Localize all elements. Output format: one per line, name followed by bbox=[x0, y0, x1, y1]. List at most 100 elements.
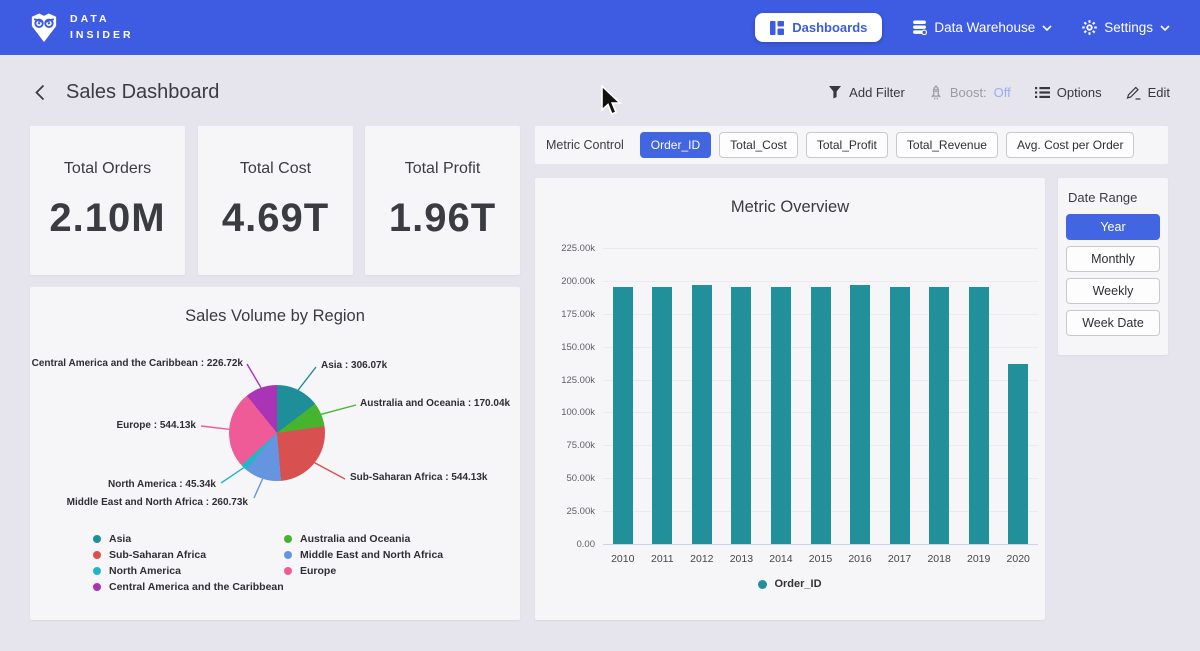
legend-label: Australia and Oceania bbox=[300, 533, 410, 545]
metric-overview-panel: Metric Overview 0.0025.00k50.00k75.00k10… bbox=[535, 178, 1045, 620]
back-button[interactable] bbox=[30, 82, 50, 103]
date-option-week-date[interactable]: Week Date bbox=[1066, 310, 1160, 336]
owl-logo-icon bbox=[30, 12, 58, 43]
pencil-icon bbox=[1126, 85, 1141, 100]
metric-option-total-cost[interactable]: Total_Cost bbox=[719, 132, 798, 158]
chevron-down-icon bbox=[1042, 24, 1052, 32]
page-title: Sales Dashboard bbox=[66, 81, 219, 104]
legend-label: Central America and the Caribbean bbox=[109, 581, 284, 593]
date-option-weekly[interactable]: Weekly bbox=[1066, 278, 1160, 304]
chevron-down-icon bbox=[1160, 24, 1170, 32]
date-range-panel: Date Range Year Monthly Weekly Week Date bbox=[1058, 178, 1168, 355]
y-axis-tick: 75.00k bbox=[535, 440, 595, 451]
legend-label: Asia bbox=[109, 533, 131, 545]
legend-dot bbox=[758, 580, 767, 589]
pie-legend-north-america[interactable]: North America bbox=[93, 565, 181, 577]
legend-label: Middle East and North Africa bbox=[300, 549, 443, 561]
pie-callout-central-america-and-the-caribbean: Central America and the Caribbean : 226.… bbox=[32, 358, 243, 369]
metric-buttons: Order_ID Total_Cost Total_Profit Total_Reve… bbox=[640, 132, 1135, 158]
bar-2018[interactable] bbox=[929, 287, 949, 544]
date-range-label: Date Range bbox=[1068, 190, 1160, 205]
brand-logo[interactable]: DATA INSIDER bbox=[30, 12, 134, 44]
y-axis-tick: 25.00k bbox=[535, 506, 595, 517]
pie-legend-central-america-and-the-caribbean[interactable]: Central America and the Caribbean bbox=[93, 581, 284, 593]
data-warehouse-label: Data Warehouse bbox=[934, 20, 1035, 35]
pie-legend-australia-and-oceania[interactable]: Australia and Oceania bbox=[284, 533, 410, 545]
legend-dot bbox=[284, 551, 292, 559]
app-screen: DATA INSIDER Dashboards D bbox=[0, 0, 1200, 651]
gear-icon bbox=[1082, 20, 1097, 35]
x-axis-tick: 2014 bbox=[761, 553, 801, 565]
options-button[interactable]: Options bbox=[1035, 85, 1102, 100]
bar-2011[interactable] bbox=[652, 287, 672, 544]
kpi-value: 2.10M bbox=[49, 196, 165, 241]
bar-2012[interactable] bbox=[692, 285, 712, 544]
y-axis-tick: 200.00k bbox=[535, 276, 595, 287]
metric-control-strip: Metric Control Order_ID Total_Cost Total_P… bbox=[535, 126, 1168, 164]
gridline bbox=[603, 248, 1038, 249]
boost-state: Off bbox=[994, 85, 1011, 100]
edit-button[interactable]: Edit bbox=[1126, 85, 1170, 100]
bar-chart-legend[interactable]: Order_ID bbox=[535, 578, 1045, 590]
database-icon bbox=[912, 20, 927, 35]
x-axis-tick: 2012 bbox=[682, 553, 722, 565]
back-chevron-icon bbox=[34, 84, 46, 101]
kpi-card-total-cost: Total Cost 4.69T bbox=[198, 126, 353, 275]
data-warehouse-menu[interactable]: Data Warehouse bbox=[912, 20, 1052, 35]
x-axis-tick: 2010 bbox=[603, 553, 643, 565]
bar-2015[interactable] bbox=[811, 287, 831, 544]
bar-2020[interactable] bbox=[1008, 364, 1028, 544]
bar-2013[interactable] bbox=[731, 287, 751, 544]
x-axis-tick: 2019 bbox=[959, 553, 999, 565]
legend-dot bbox=[93, 583, 101, 591]
dashboards-button[interactable]: Dashboards bbox=[755, 13, 882, 42]
top-nav-menu: Dashboards Data Warehouse bbox=[755, 13, 1170, 42]
boost-toggle[interactable]: Boost: Off bbox=[929, 85, 1011, 100]
metric-option-total-revenue[interactable]: Total_Revenue bbox=[896, 132, 998, 158]
kpi-value: 1.96T bbox=[389, 196, 496, 241]
legend-dot bbox=[284, 535, 292, 543]
metric-option-total-profit[interactable]: Total_Profit bbox=[806, 132, 888, 158]
filter-icon bbox=[828, 85, 842, 99]
add-filter-button[interactable]: Add Filter bbox=[828, 85, 905, 100]
pie-legend-middle-east-and-north-africa[interactable]: Middle East and North Africa bbox=[284, 549, 443, 561]
bar-2016[interactable] bbox=[850, 285, 870, 544]
legend-dot bbox=[93, 567, 101, 575]
pie-callout-north-america: North America : 45.34k bbox=[108, 479, 216, 490]
y-axis-tick: 150.00k bbox=[535, 342, 595, 353]
dashboards-label: Dashboards bbox=[792, 20, 867, 35]
legend-dot bbox=[93, 535, 101, 543]
x-axis-tick: 2011 bbox=[643, 553, 683, 565]
x-axis-tick: 2015 bbox=[801, 553, 841, 565]
sales-volume-panel: Sales Volume by Region Asia : 306.07kAus… bbox=[30, 287, 520, 620]
x-axis-tick: 2016 bbox=[840, 553, 880, 565]
pie-callout-asia: Asia : 306.07k bbox=[321, 360, 387, 371]
options-list-icon bbox=[1035, 86, 1050, 99]
settings-menu[interactable]: Settings bbox=[1082, 20, 1170, 35]
pie-callout-sub-saharan-africa: Sub-Saharan Africa : 544.13k bbox=[350, 472, 487, 483]
pie-chart[interactable] bbox=[229, 385, 325, 481]
y-axis-tick: 225.00k bbox=[535, 243, 595, 254]
legend-label: Sub-Saharan Africa bbox=[109, 549, 206, 561]
boost-label: Boost: bbox=[950, 85, 987, 100]
date-range-buttons: Year Monthly Weekly Week Date bbox=[1066, 214, 1160, 336]
date-option-monthly[interactable]: Monthly bbox=[1066, 246, 1160, 272]
y-axis-tick: 175.00k bbox=[535, 309, 595, 320]
bar-2017[interactable] bbox=[890, 287, 910, 544]
bar-2019[interactable] bbox=[969, 287, 989, 544]
bar-legend-label: Order_ID bbox=[774, 578, 821, 590]
kpi-label: Total Profit bbox=[405, 160, 481, 178]
date-option-year[interactable]: Year bbox=[1066, 214, 1160, 240]
page-header: Sales Dashboard Add Filter Boost: Off bbox=[30, 72, 1170, 112]
pie-legend-sub-saharan-africa[interactable]: Sub-Saharan Africa bbox=[93, 549, 206, 561]
pie-legend-asia[interactable]: Asia bbox=[93, 533, 131, 545]
metric-option-order-id[interactable]: Order_ID bbox=[640, 132, 711, 158]
pie-legend-europe[interactable]: Europe bbox=[284, 565, 336, 577]
kpi-card-total-orders: Total Orders 2.10M bbox=[30, 126, 185, 275]
bar-2010[interactable] bbox=[613, 287, 633, 544]
bar-2014[interactable] bbox=[771, 287, 791, 544]
y-axis-tick: 100.00k bbox=[535, 407, 595, 418]
metric-option-avg-cost-per-order[interactable]: Avg. Cost per Order bbox=[1006, 132, 1135, 158]
brand-text: DATA INSIDER bbox=[70, 12, 134, 44]
metric-control-label: Metric Control bbox=[546, 138, 624, 152]
